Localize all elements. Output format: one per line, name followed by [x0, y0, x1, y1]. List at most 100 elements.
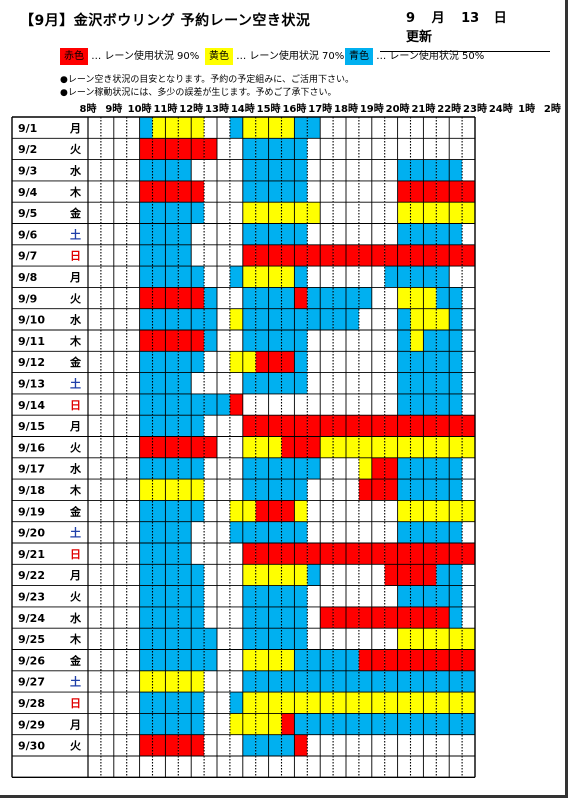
slot-cell [436, 351, 450, 373]
slot-cell [242, 649, 256, 671]
slot-cell [281, 117, 295, 139]
slot-cell [410, 415, 424, 437]
slot-cell [397, 159, 411, 181]
slot-cell [268, 585, 282, 607]
row-date: 9/4 [18, 186, 38, 199]
slot-cell [165, 223, 179, 245]
slot-cell [449, 585, 463, 607]
row-date: 9/5 [18, 207, 37, 220]
slot-cell [139, 713, 153, 735]
slot-cell [281, 223, 295, 245]
slot-cell [397, 457, 411, 480]
slot-cell [371, 713, 385, 735]
hour-label: 19時 [360, 102, 384, 115]
slot-cell [436, 692, 450, 714]
slot-cell [152, 500, 166, 522]
slot-cell [152, 138, 166, 160]
row-date: 9/28 [18, 697, 45, 710]
slot-cell [139, 266, 153, 288]
slot-cell [242, 628, 256, 650]
slot-cell [462, 244, 475, 267]
row-date: 9/7 [18, 250, 37, 263]
slot-cell [178, 351, 192, 373]
slot-cell [139, 223, 153, 245]
slot-cell [281, 436, 295, 458]
slot-cell [268, 734, 282, 756]
slot-cell [358, 543, 372, 565]
slot-cell [139, 393, 153, 416]
slot-cell [346, 308, 359, 330]
slot-cell [229, 266, 243, 288]
slot-cell [255, 436, 269, 458]
slot-cell [307, 670, 321, 693]
slot-cell [152, 266, 166, 288]
slot-cell [371, 543, 385, 565]
slot-cell [294, 244, 308, 267]
slot-cell [191, 734, 205, 756]
slot-cell [397, 606, 411, 629]
slot-cell [165, 372, 179, 394]
slot-cell [191, 117, 205, 139]
slot-cell [281, 415, 295, 437]
slot-cell [152, 543, 166, 565]
slot-cell [449, 479, 463, 501]
slot-cell [268, 223, 282, 245]
slot-cell [255, 606, 269, 629]
slot-cell [436, 244, 450, 267]
slot-cell [242, 713, 256, 735]
slot-cell [165, 117, 179, 139]
note-1: ●レーン空き状況の目安となります。予約の予定組みに、ご活用下さい。 [60, 75, 354, 85]
slot-cell [307, 202, 321, 224]
slot-cell [423, 202, 437, 224]
slot-cell [333, 692, 346, 714]
update-day: 13 [461, 11, 480, 26]
row-weekday: 木 [69, 334, 82, 348]
slot-cell [436, 308, 450, 330]
slot-cell [165, 351, 179, 373]
slot-cell [384, 479, 398, 501]
slot-cell [333, 670, 346, 693]
slot-cell [242, 564, 256, 586]
slot-cell [449, 436, 463, 458]
legend-yellow-text: … レーン使用状況 70% [236, 51, 345, 62]
slot-cell [255, 457, 269, 480]
slot-cell [307, 543, 321, 565]
slot-cell [255, 585, 269, 607]
slot-cell [178, 180, 192, 203]
slot-cell [204, 628, 217, 650]
slot-cell [178, 606, 192, 629]
slot-cell [268, 330, 282, 352]
slot-cell [191, 649, 205, 671]
slot-cell [242, 202, 256, 224]
slot-cell [410, 457, 424, 480]
slot-cell [410, 180, 424, 203]
slot-cell [423, 436, 437, 458]
slot-cell [255, 330, 269, 352]
slot-cell [178, 202, 192, 224]
legend-red: 赤色 … レーン使用状況 90% [60, 48, 199, 65]
slot-cell [281, 287, 295, 309]
slot-cell [462, 543, 475, 565]
hour-label: 8時 [80, 102, 97, 115]
slot-cell [462, 436, 475, 458]
slot-cell [436, 159, 450, 181]
slot-cell [165, 457, 179, 480]
row-date: 9/9 [18, 292, 37, 305]
slot-cell [358, 479, 372, 501]
slot-cell [191, 266, 205, 288]
slot-cell [294, 564, 308, 586]
slot-cell [229, 713, 243, 735]
slot-cell [191, 308, 205, 330]
slot-cell [384, 266, 398, 288]
slot-cell [371, 692, 385, 714]
slot-cell [191, 415, 205, 437]
slot-cell [268, 202, 282, 224]
slot-cell [436, 564, 450, 586]
slot-cell [384, 244, 398, 267]
slot-cell [152, 713, 166, 735]
slot-cell [423, 330, 437, 352]
slot-cell [307, 564, 321, 586]
slot-cell [268, 457, 282, 480]
slot-cell [204, 308, 217, 330]
